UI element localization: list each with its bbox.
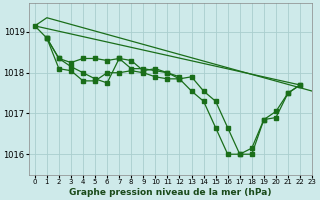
X-axis label: Graphe pression niveau de la mer (hPa): Graphe pression niveau de la mer (hPa) [69, 188, 272, 197]
